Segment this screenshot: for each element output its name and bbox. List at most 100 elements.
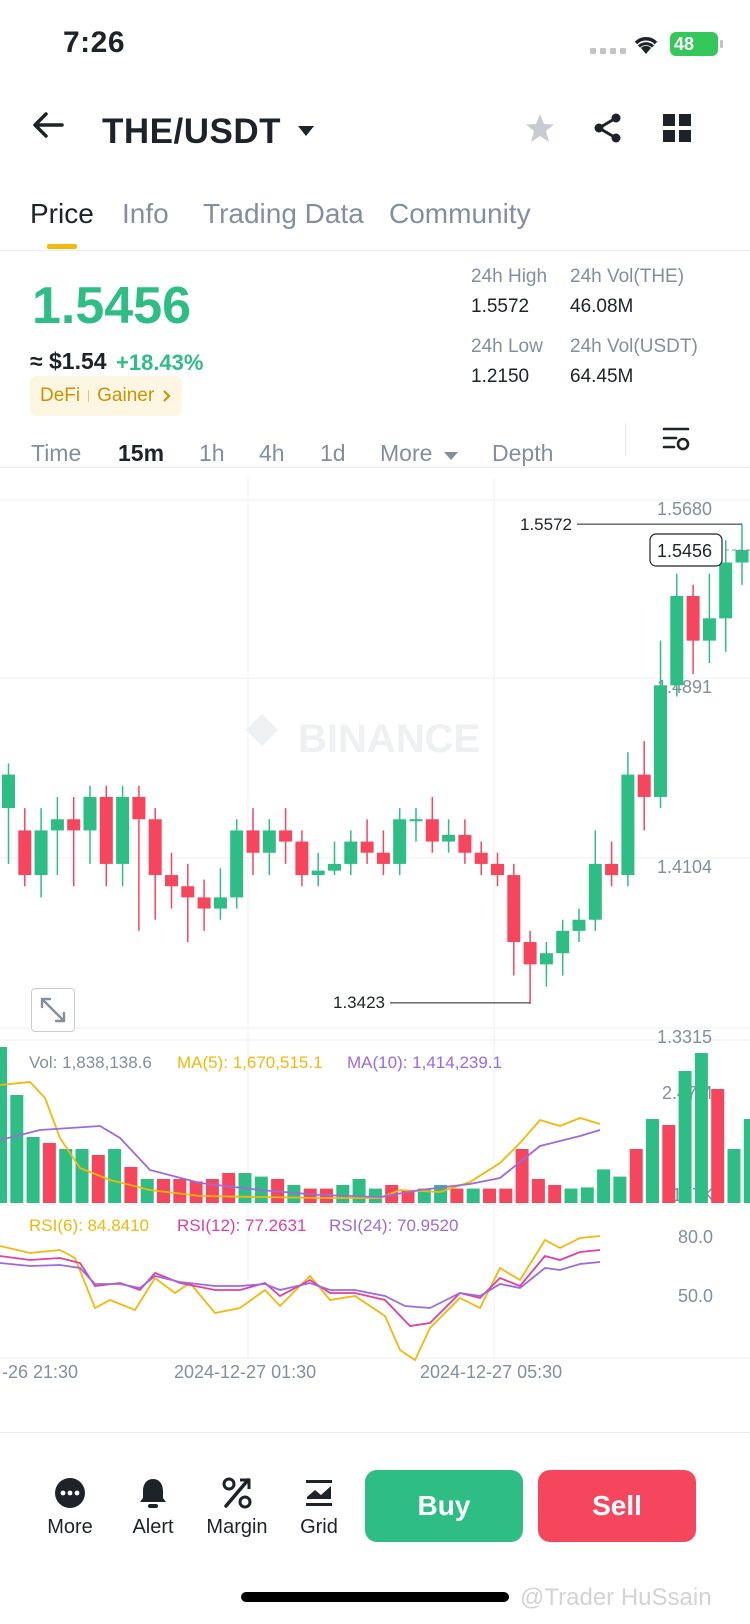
rsi24-label: RSI(24): 70.9520 xyxy=(329,1216,458,1235)
low-value: 1.2150 xyxy=(471,366,530,387)
tab-price[interactable]: Price xyxy=(30,198,94,229)
candle-body xyxy=(458,834,472,853)
volume-bar xyxy=(173,1179,187,1203)
volume-bar xyxy=(580,1187,594,1203)
tab-community[interactable]: Community xyxy=(389,198,531,229)
candle-body xyxy=(474,852,488,864)
candle-body xyxy=(165,875,178,887)
candle-body xyxy=(67,819,81,831)
tab-info[interactable]: Info xyxy=(122,198,169,229)
back-arrow-icon[interactable] xyxy=(32,110,64,146)
nav-margin[interactable]: Margin xyxy=(197,1470,277,1539)
volume-bar xyxy=(694,1053,708,1203)
rsi6-line xyxy=(0,1235,601,1362)
layout-grid-icon[interactable] xyxy=(663,114,691,142)
vol-quote-label: 24h Vol(USDT) xyxy=(570,336,698,357)
sell-button[interactable]: Sell xyxy=(538,1470,696,1542)
binance-logo-icon xyxy=(246,714,278,746)
battery-level: 48 xyxy=(674,34,695,54)
volume-bar xyxy=(662,1125,676,1203)
candle-body xyxy=(2,774,15,809)
high-value: 1.5572 xyxy=(471,296,530,317)
volume-bar xyxy=(26,1137,40,1203)
interval-1d[interactable]: 1d xyxy=(320,440,346,466)
high-marker-label: 1.5572 xyxy=(520,515,572,534)
fullscreen-button[interactable] xyxy=(31,988,75,1032)
volume-bar xyxy=(743,1119,750,1203)
high-label: 24h High xyxy=(471,266,548,287)
expand-icon xyxy=(40,997,66,1023)
rsi12-line xyxy=(0,1249,601,1327)
volume-bar xyxy=(42,1143,56,1203)
volume-bar xyxy=(75,1149,89,1203)
share-icon[interactable] xyxy=(592,112,624,144)
volume-bar xyxy=(450,1188,464,1203)
more-icon xyxy=(55,1478,85,1508)
candle-body xyxy=(18,830,32,876)
nav-alert-label: Alert xyxy=(132,1516,174,1538)
battery-icon: 48 xyxy=(670,32,723,56)
divider xyxy=(0,1432,750,1433)
nav-more[interactable]: More xyxy=(30,1470,110,1539)
pair-dropdown-icon[interactable] xyxy=(298,126,314,136)
chevron-right-icon xyxy=(163,390,171,402)
volume-ma5-label: MA(5): 1,670,515.1 xyxy=(177,1053,323,1072)
volume-bar xyxy=(140,1179,154,1203)
candle-body xyxy=(181,886,195,898)
candle-body xyxy=(702,618,716,641)
tag-defi: DeFi xyxy=(40,385,81,406)
interval-4h[interactable]: 4h xyxy=(259,440,285,466)
volume-bar xyxy=(597,1169,611,1203)
candle-body xyxy=(393,819,407,864)
volume-bar xyxy=(466,1188,480,1203)
nav-grid[interactable]: Grid xyxy=(279,1470,359,1539)
interval-depth[interactable]: Depth xyxy=(492,440,554,466)
watermark-text: @Trader HuSsain xyxy=(520,1584,712,1611)
interval-time[interactable]: Time xyxy=(31,440,82,466)
volume-bar xyxy=(189,1181,203,1203)
nav-alert[interactable]: Alert xyxy=(113,1470,193,1539)
buy-button[interactable]: Buy xyxy=(365,1470,523,1542)
star-icon[interactable] xyxy=(524,112,556,144)
price-chart[interactable]: BINANCE1.56801.48911.41041.33151.55721.3… xyxy=(0,478,750,1403)
pair-title[interactable]: THE/USDT xyxy=(102,112,281,151)
interval-more[interactable]: More xyxy=(380,440,459,467)
bell-icon xyxy=(140,1479,166,1508)
volume-bar xyxy=(91,1155,105,1203)
candle-body xyxy=(507,875,521,943)
divider xyxy=(0,250,750,251)
tag-separator xyxy=(88,390,90,402)
interval-15m[interactable]: 15m xyxy=(118,440,165,466)
chart-settings-icon[interactable] xyxy=(662,426,690,452)
status-bar: 7:26 48 xyxy=(0,0,750,92)
volume-label: Vol: 1,838,138.6 xyxy=(29,1053,152,1072)
price-change: +18.43% xyxy=(116,350,204,375)
candle-body xyxy=(34,830,48,876)
volume-bar xyxy=(108,1149,122,1203)
tags-chip[interactable]: DeFi Gainer xyxy=(30,376,183,416)
current-price-tag xyxy=(649,533,723,567)
rsi24-line xyxy=(0,1261,601,1309)
tag-gainer: Gainer xyxy=(97,385,155,406)
nav-margin-label: Margin xyxy=(206,1516,268,1538)
volume-bar xyxy=(336,1185,350,1203)
home-indicator xyxy=(241,1592,509,1602)
divider xyxy=(625,422,626,456)
candle-body xyxy=(116,796,130,864)
usd-price: ≈ $1.54 xyxy=(30,348,107,374)
volume-bar xyxy=(401,1191,415,1203)
candle-body xyxy=(344,841,358,864)
volume-bar xyxy=(564,1188,578,1203)
vol-quote-value: 64.45M xyxy=(570,366,634,387)
candle-body xyxy=(132,796,146,820)
volume-ma10-label: MA(10): 1,414,239.1 xyxy=(347,1053,502,1072)
time-axis-label: 2024-12-27 01:30 xyxy=(174,1362,316,1382)
price-axis-label: 1.4104 xyxy=(657,857,712,877)
candle-body xyxy=(295,841,309,876)
interval-1h[interactable]: 1h xyxy=(199,440,225,466)
volume-ma10-line xyxy=(0,1125,601,1198)
low-label: 24h Low xyxy=(471,336,543,357)
rsi-axis-label: 50.0 xyxy=(678,1286,713,1306)
tab-trading-data[interactable]: Trading Data xyxy=(203,198,364,229)
vol-base-label: 24h Vol(THE) xyxy=(570,266,685,287)
